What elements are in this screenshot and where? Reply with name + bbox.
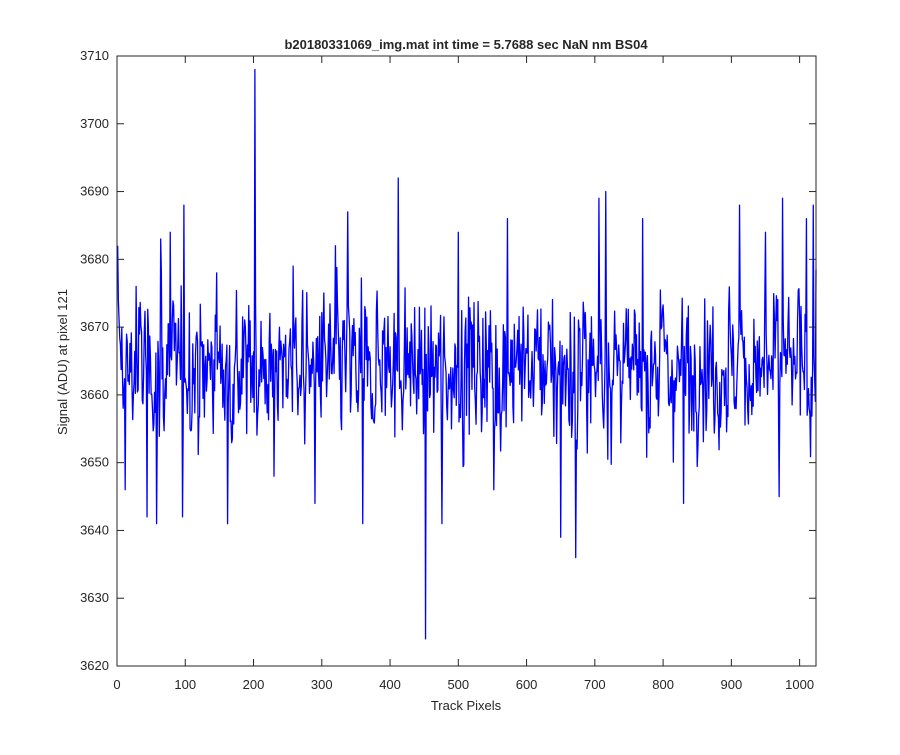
x-tick-label: 0 <box>113 677 120 692</box>
x-tick-label: 500 <box>447 677 469 692</box>
y-tick-label: 3620 <box>80 658 109 673</box>
y-tick-label: 3680 <box>80 251 109 266</box>
x-tick-label: 800 <box>652 677 674 692</box>
x-axis-label: Track Pixels <box>431 698 502 713</box>
x-tick-label: 1000 <box>785 677 814 692</box>
x-tick-label: 400 <box>379 677 401 692</box>
y-tick-label: 3650 <box>80 455 109 470</box>
x-tick-label: 700 <box>584 677 606 692</box>
x-tick-label: 900 <box>721 677 743 692</box>
y-tick-label: 3690 <box>80 184 109 199</box>
chart-title: b20180331069_img.mat int time = 5.7688 s… <box>284 37 648 52</box>
x-tick-label: 300 <box>311 677 333 692</box>
x-tick-label: 200 <box>243 677 265 692</box>
series-line <box>117 68 817 640</box>
y-tick-label: 3660 <box>80 387 109 402</box>
x-tick-label: 100 <box>174 677 196 692</box>
plot-frame <box>116 55 817 667</box>
y-tick-label: 3640 <box>80 522 109 537</box>
y-tick-label: 3700 <box>80 116 109 131</box>
y-axis-label: Signal (ADU) at pixel 121 <box>55 289 70 435</box>
y-tick-label: 3670 <box>80 319 109 334</box>
y-tick-label: 3710 <box>80 48 109 63</box>
x-tick-label: 600 <box>516 677 538 692</box>
y-tick-label: 3630 <box>80 590 109 605</box>
